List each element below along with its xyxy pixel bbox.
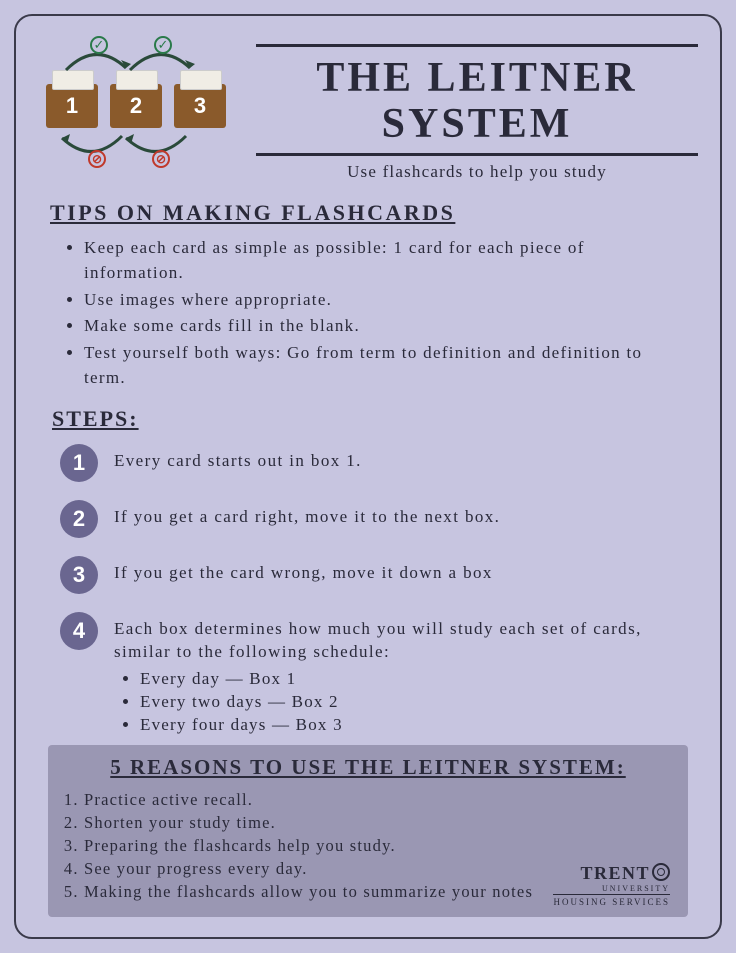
reason-item: Preparing the flashcards help you study. — [84, 834, 666, 857]
header: 1 2 3 — [38, 34, 698, 182]
logo-main-text: TRENT — [580, 863, 650, 883]
page-frame: 1 2 3 — [14, 14, 722, 939]
reason-item: Practice active recall. — [84, 788, 666, 811]
rule-bottom — [256, 153, 698, 156]
check-icon: ✓ — [90, 36, 108, 54]
step-row: 2 If you get a card right, move it to th… — [60, 500, 680, 538]
step-text: Each box determines how much you will st… — [114, 612, 680, 737]
reasons-heading: 5 REASONS TO USE THE LEITNER SYSTEM: — [70, 755, 666, 780]
tip-item: Keep each card as simple as possible: 1 … — [84, 236, 680, 285]
reasons-box: 5 REASONS TO USE THE LEITNER SYSTEM: Pra… — [48, 745, 688, 917]
step-4-intro: Each box determines how much you will st… — [114, 619, 642, 661]
nope-icon: ⊘ — [152, 150, 170, 168]
step-row: 1 Every card starts out in box 1. — [60, 444, 680, 482]
schedule-item: Every day — Box 1 — [140, 668, 680, 691]
step-number: 2 — [60, 500, 98, 538]
step-row: 3 If you get the card wrong, move it dow… — [60, 556, 680, 594]
step-text: Every card starts out in box 1. — [114, 444, 362, 473]
logo-sub2: HOUSING SERVICES — [553, 897, 670, 907]
tips-heading: TIPS ON MAKING FLASHCARDS — [50, 200, 698, 226]
step-number: 1 — [60, 444, 98, 482]
logo-sub1: UNIVERSITY — [553, 884, 670, 895]
tip-item: Use images where appropriate. — [84, 288, 680, 313]
diagram-box-1: 1 — [46, 84, 98, 128]
nope-icon: ⊘ — [88, 150, 106, 168]
step-number: 4 — [60, 612, 98, 650]
title-block: THE LEITNER SYSTEM Use flashcards to hel… — [256, 34, 698, 182]
check-icon: ✓ — [154, 36, 172, 54]
step-row: 4 Each box determines how much you will … — [60, 612, 680, 737]
step-number: 3 — [60, 556, 98, 594]
step-text: If you get the card wrong, move it down … — [114, 556, 493, 585]
diagram-box-2: 2 — [110, 84, 162, 128]
trent-logo: TRENT UNIVERSITY HOUSING SERVICES — [553, 863, 670, 907]
tip-item: Make some cards fill in the blank. — [84, 314, 680, 339]
diagram-box-3: 3 — [174, 84, 226, 128]
schedule-item: Every four days — Box 3 — [140, 714, 680, 737]
page-content: 1 2 3 — [28, 28, 708, 925]
steps-heading: STEPS: — [52, 406, 698, 432]
reason-item: Shorten your study time. — [84, 811, 666, 834]
title-line1: THE LEITNER — [316, 55, 637, 101]
tip-item: Test yourself both ways: Go from term to… — [84, 341, 680, 390]
step-text: If you get a card right, move it to the … — [114, 500, 500, 529]
subtitle: Use flashcards to help you study — [256, 162, 698, 182]
leitner-diagram: 1 2 3 — [38, 34, 238, 174]
step-4-schedule: Every day — Box 1 Every two days — Box 2… — [140, 668, 680, 737]
title-line2: SYSTEM — [382, 101, 573, 147]
tips-list: Keep each card as simple as possible: 1 … — [84, 236, 680, 390]
rule-top — [256, 44, 698, 47]
logo-glyph-icon — [652, 863, 670, 881]
page-title: THE LEITNER SYSTEM — [256, 55, 698, 147]
logo-main: TRENT — [553, 863, 670, 884]
schedule-item: Every two days — Box 2 — [140, 691, 680, 714]
